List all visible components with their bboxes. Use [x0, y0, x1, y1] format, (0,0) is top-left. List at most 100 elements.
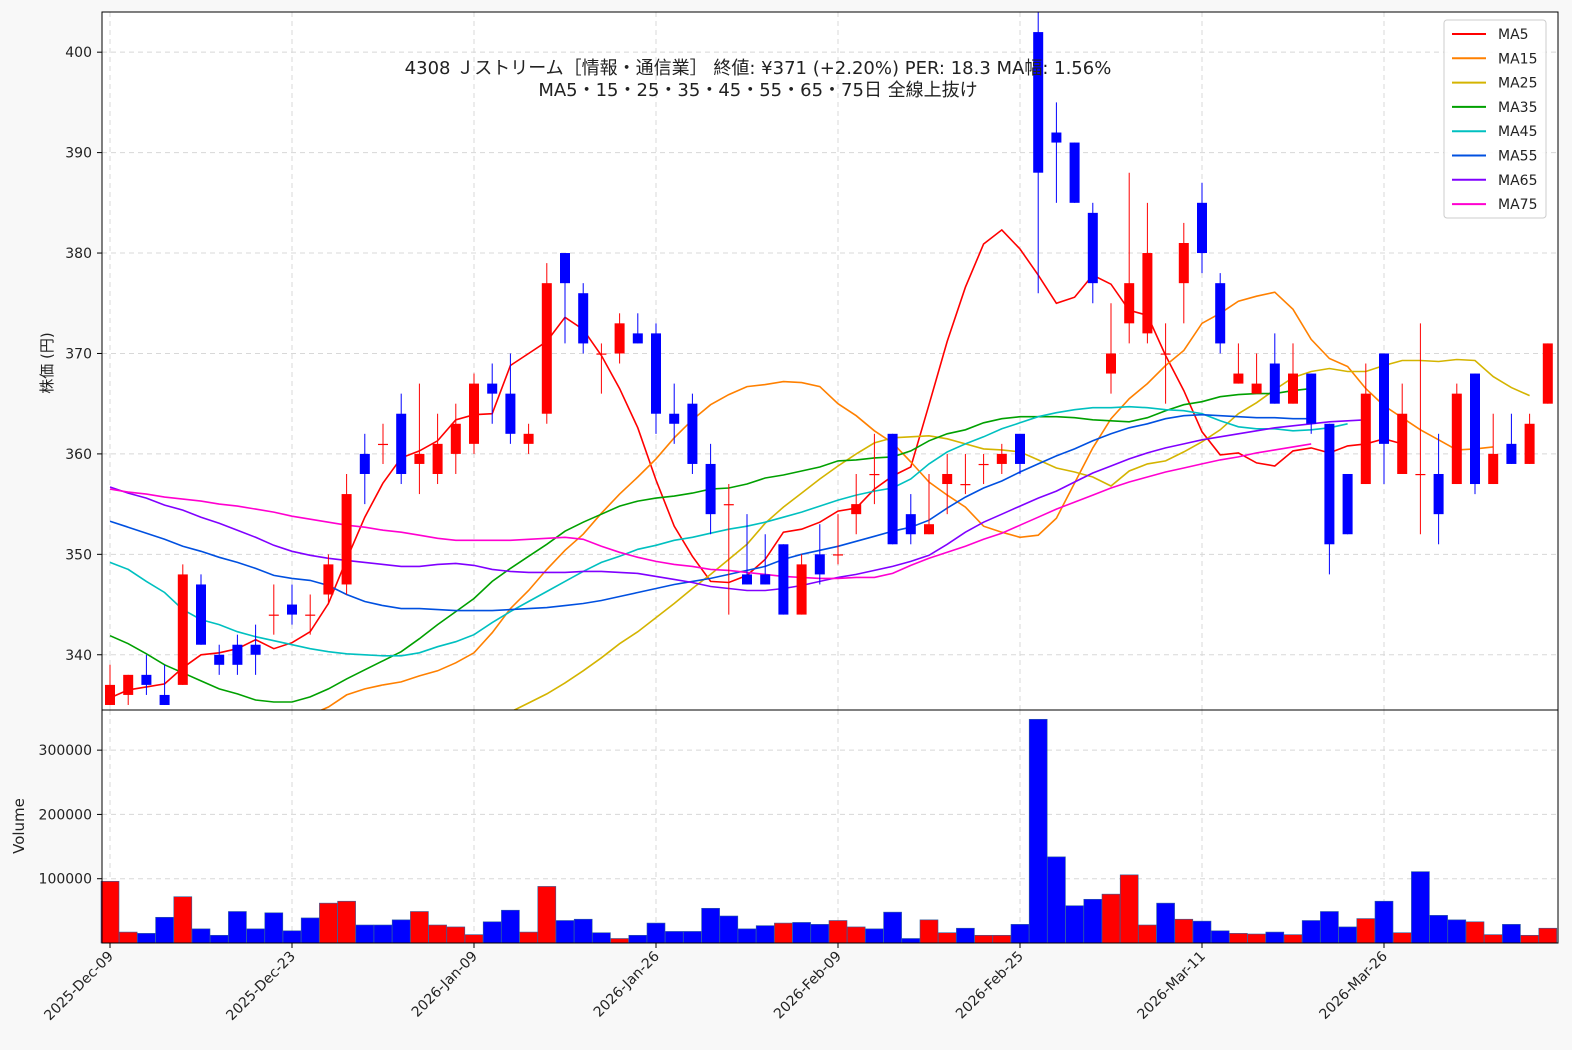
volume-bar — [1083, 898, 1103, 944]
candle-body — [560, 253, 570, 284]
candle-body — [1470, 373, 1480, 485]
volume-bar — [191, 928, 211, 944]
candle-body — [287, 604, 297, 615]
candle-body — [760, 574, 771, 585]
volume-bar — [755, 925, 775, 944]
volume-bar — [828, 920, 848, 944]
candle-body — [632, 333, 643, 344]
candle-body — [1433, 473, 1444, 515]
volume-bar — [956, 927, 975, 944]
volume-bar — [1502, 924, 1521, 944]
volume-panel: 100000 200000 300000 Volume — [10, 709, 1559, 944]
candle-body — [450, 423, 461, 454]
volume-bar — [373, 924, 393, 944]
volume-bar — [592, 932, 611, 944]
volume-bar — [173, 896, 193, 944]
candle-body — [723, 504, 734, 506]
legend-box — [1443, 19, 1547, 219]
volume-bar — [901, 938, 921, 944]
volume-bar — [1047, 856, 1066, 944]
candle-body — [1015, 433, 1025, 464]
ma-line-ma65 — [109, 419, 1366, 592]
volume-bar — [282, 930, 302, 944]
volume-tick-label: 200000 — [39, 807, 92, 823]
ma-line-ma75 — [109, 443, 1312, 580]
candle-body — [1269, 363, 1280, 404]
volume-bar — [1465, 921, 1485, 944]
legend-entry-ma45: MA45 — [1498, 124, 1537, 140]
volume-bar — [1229, 933, 1248, 944]
volume-bar — [683, 931, 702, 944]
volume-bar — [100, 880, 120, 944]
candle-body — [323, 564, 334, 595]
candle-body — [1233, 373, 1244, 384]
candle-body — [414, 453, 425, 464]
candle-body — [778, 544, 789, 615]
price-tick-label: 350 — [65, 547, 92, 563]
volume-bar — [464, 934, 484, 944]
volume-bar — [846, 926, 866, 944]
candle-body — [596, 353, 607, 355]
legend-entry-ma25: MA25 — [1498, 76, 1537, 92]
volume-bar — [537, 886, 557, 944]
candle-body — [1306, 373, 1317, 424]
volume-bar — [501, 909, 520, 944]
candle-body — [851, 504, 862, 515]
volume-bar — [1483, 934, 1503, 944]
candle-body — [1178, 242, 1189, 284]
legend-entry-ma75: MA75 — [1498, 197, 1537, 213]
candle-body — [396, 413, 407, 474]
candle-body — [523, 433, 534, 444]
price-y-ticks: 340 350 360 370 380 390 400 — [65, 45, 102, 664]
candle-body — [1397, 413, 1408, 474]
legend-entry-ma65: MA65 — [1498, 173, 1537, 189]
candle-body — [1215, 283, 1226, 344]
candle-body — [432, 443, 443, 474]
volume-bar — [555, 920, 575, 944]
candle-body — [996, 453, 1007, 464]
candle-body — [1142, 253, 1153, 334]
volume-bar — [337, 900, 356, 944]
candlesticks — [105, 12, 1553, 705]
volume-bar — [1538, 927, 1558, 944]
candle-body — [905, 514, 916, 535]
candle-body — [960, 484, 971, 486]
volume-bar — [1265, 931, 1285, 944]
volume-bar — [355, 924, 375, 944]
volume-bar — [264, 912, 284, 944]
candle-body — [978, 463, 989, 466]
volume-bar — [137, 933, 156, 944]
volume-bar — [1010, 924, 1030, 944]
volume-bar — [1356, 918, 1376, 944]
candle-body — [614, 323, 625, 354]
volume-bar — [1192, 920, 1212, 944]
volume-bar — [1119, 874, 1139, 944]
volume-bar — [1429, 915, 1448, 944]
candle-body — [378, 443, 388, 446]
volume-y-axis-label: Volume — [10, 798, 28, 854]
candle-body — [487, 383, 498, 394]
legend: MA5 MA15 MA25 MA35 MA45 MA55 MA65 MA75 — [1443, 19, 1547, 219]
candle-body — [796, 564, 807, 615]
candle-body — [505, 393, 516, 434]
legend-entry-ma15: MA15 — [1498, 51, 1537, 67]
volume-bar — [1210, 930, 1230, 944]
volume-bar — [1520, 934, 1539, 944]
volume-bar — [410, 911, 429, 944]
volume-bar — [1065, 905, 1084, 944]
volume-bar — [865, 928, 884, 944]
candle-body — [1124, 283, 1135, 324]
candle-body — [1069, 142, 1080, 203]
volume-bar — [573, 918, 593, 944]
volume-tick-label: 100000 — [39, 872, 92, 888]
candle-body — [469, 383, 479, 444]
volume-bar — [228, 911, 247, 944]
volume-gridlines — [102, 710, 1558, 943]
volume-bar — [209, 934, 229, 944]
chart-title: 4308 Ｊストリーム［情報・通信業］ 終値: ¥371 (+2.20%) PE… — [405, 58, 1112, 79]
candle-body — [141, 674, 152, 685]
volume-bar — [319, 902, 338, 944]
volume-bar — [1283, 934, 1303, 944]
candle-body — [1451, 393, 1462, 485]
